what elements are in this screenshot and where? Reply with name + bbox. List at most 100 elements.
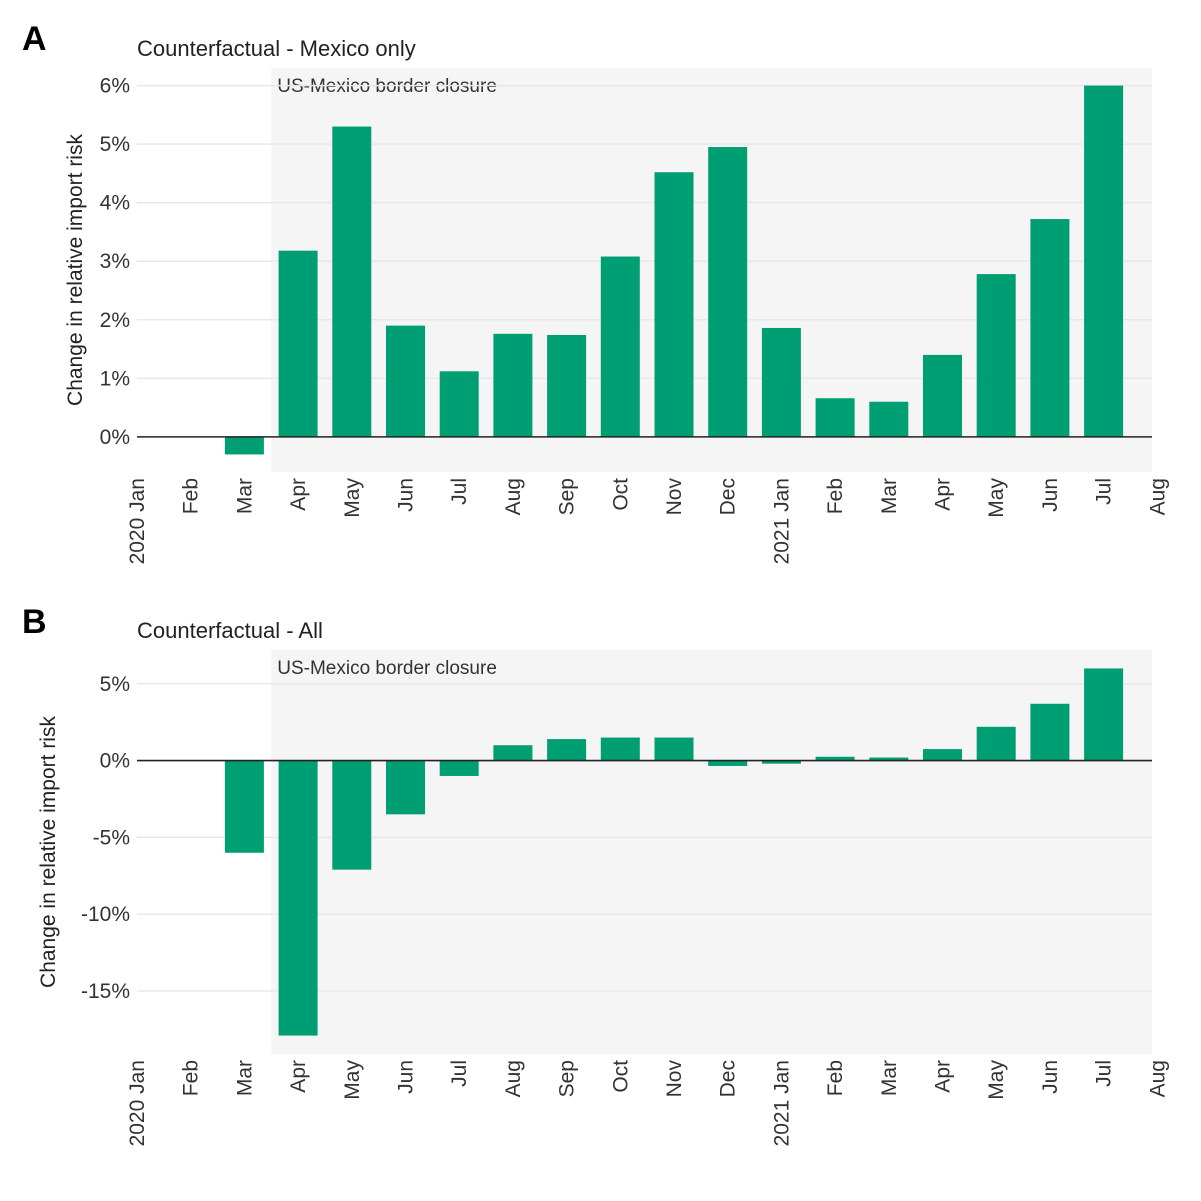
x-tick-label: Feb <box>180 1060 203 1096</box>
bar-2020-dec <box>708 760 748 766</box>
x-tick-label: Apr <box>932 478 955 511</box>
x-tick-label: Jun <box>395 478 418 512</box>
bar-2020-sep <box>547 334 587 437</box>
panel-letter-a: A <box>22 20 47 58</box>
bar-2020-aug <box>493 745 533 761</box>
bar-2021-mar <box>869 401 909 437</box>
bar-2021-jul <box>1084 668 1124 761</box>
panel-b-y-ticks: 5% 0% -5% -10% -15% <box>81 673 130 1003</box>
y-tick-label: -5% <box>93 826 130 849</box>
y-tick-label: 3% <box>100 250 130 273</box>
x-tick-label: Nov <box>663 1060 686 1098</box>
bar-2020-dec <box>708 147 748 437</box>
x-tick-label: Apr <box>932 1060 955 1093</box>
x-tick-label: Aug <box>502 1060 525 1097</box>
bar-2020-mar <box>224 436 264 455</box>
x-tick-label: Sep <box>556 478 579 515</box>
y-tick-label: 6% <box>100 75 130 98</box>
bar-2021-apr <box>923 749 962 761</box>
x-tick-label: Jun <box>1039 478 1062 512</box>
panel-b-bars <box>224 668 1124 1036</box>
y-tick-label: 4% <box>100 192 130 215</box>
bar-2020-may <box>332 760 372 870</box>
y-tick-label: 0% <box>100 426 130 449</box>
bar-2020-jul <box>439 760 479 776</box>
panel-a-ylabel: Change in relative import risk <box>64 134 87 406</box>
bar-2021-feb <box>815 398 855 437</box>
x-tick-label: Mar <box>878 1060 901 1096</box>
panel-a: A Counterfactual - Mexico only Change in… <box>22 20 1169 564</box>
x-tick-label: May <box>341 1060 364 1100</box>
y-tick-label: 2% <box>100 309 130 332</box>
x-tick-label: Oct <box>609 478 632 511</box>
y-tick-label: 5% <box>100 133 130 156</box>
x-tick-label: Nov <box>663 478 686 516</box>
x-tick-label: Aug <box>1146 478 1169 515</box>
x-tick-label: Mar <box>233 478 256 514</box>
bar-2021-jan <box>761 327 801 437</box>
panel-a-title: Counterfactual - Mexico only <box>137 36 416 61</box>
panel-a-border-closure-label: US-Mexico border closure <box>277 76 497 97</box>
x-tick-label: Jul <box>1093 478 1116 505</box>
bar-2020-aug <box>493 333 533 437</box>
x-tick-label: 2020 Jan <box>126 478 149 564</box>
bar-2020-apr <box>278 760 318 1036</box>
bar-2021-feb <box>815 756 855 761</box>
panel-b-x-ticks: 2020 Jan Feb Mar Apr May Jun Jul Aug Sep Oct Nov De… <box>126 1060 1169 1147</box>
panel-a-y-ticks: 0% 1% 2% 3% 4% 5% 6% <box>100 75 130 449</box>
x-tick-label: Sep <box>556 1060 579 1097</box>
x-tick-label: Feb <box>180 478 203 514</box>
y-tick-label: -10% <box>81 903 130 926</box>
x-tick-label: Aug <box>1146 1060 1169 1097</box>
x-tick-label: Feb <box>824 478 847 514</box>
x-tick-label: May <box>985 1060 1008 1100</box>
bar-2020-oct <box>600 256 640 437</box>
bar-2020-jul <box>439 371 479 437</box>
bar-2020-apr <box>278 250 318 437</box>
bar-2020-mar <box>224 760 264 853</box>
panel-b: B Counterfactual - All Change in relativ… <box>22 603 1169 1146</box>
bar-2021-mar <box>869 757 909 761</box>
x-tick-label: Jun <box>395 1060 418 1094</box>
bar-2021-jul <box>1084 85 1124 437</box>
x-tick-label: 2021 Jan <box>770 1060 793 1146</box>
panel-b-border-closure-label: US-Mexico border closure <box>277 658 497 679</box>
x-tick-label: Jul <box>448 1060 471 1087</box>
x-tick-label: Mar <box>233 1060 256 1096</box>
bar-2021-may <box>976 274 1016 437</box>
panel-b-ylabel: Change in relative import risk <box>37 716 60 988</box>
x-tick-label: Apr <box>287 1060 310 1093</box>
panel-a-x-ticks: 2020 Jan Feb Mar Apr May Jun Jul Aug Sep Oct Nov De… <box>126 478 1169 565</box>
x-tick-label: Apr <box>287 478 310 511</box>
bar-2020-jun <box>386 760 425 815</box>
x-tick-label: Feb <box>824 1060 847 1096</box>
x-tick-label: Dec <box>717 1060 740 1097</box>
x-tick-label: Mar <box>878 478 901 514</box>
x-tick-label: Jul <box>448 478 471 505</box>
bar-2021-jun <box>1030 703 1070 761</box>
panel-letter-b: B <box>22 603 47 641</box>
bar-2021-jun <box>1030 219 1070 437</box>
y-tick-label: 5% <box>100 673 130 696</box>
bar-2021-apr <box>923 354 962 437</box>
x-tick-label: May <box>341 478 364 518</box>
y-tick-label: 1% <box>100 367 130 390</box>
x-tick-label: May <box>985 478 1008 518</box>
x-tick-label: 2020 Jan <box>126 1060 149 1146</box>
bar-2020-sep <box>547 739 587 761</box>
panel-b-border-closure-shade <box>271 650 1152 1054</box>
bar-2021-jan <box>761 760 801 764</box>
x-tick-label: Oct <box>609 1060 632 1093</box>
panel-b-title: Counterfactual - All <box>137 618 323 643</box>
x-tick-label: 2021 Jan <box>770 478 793 564</box>
bar-2020-may <box>332 126 372 437</box>
panel-a-bars <box>224 85 1124 455</box>
bar-2020-nov <box>654 737 694 761</box>
bar-2020-oct <box>600 737 640 761</box>
y-tick-label: 0% <box>100 750 130 773</box>
bar-2020-nov <box>654 172 694 437</box>
x-tick-label: Aug <box>502 478 525 515</box>
bar-2020-jun <box>386 325 425 437</box>
x-tick-label: Jun <box>1039 1060 1062 1094</box>
